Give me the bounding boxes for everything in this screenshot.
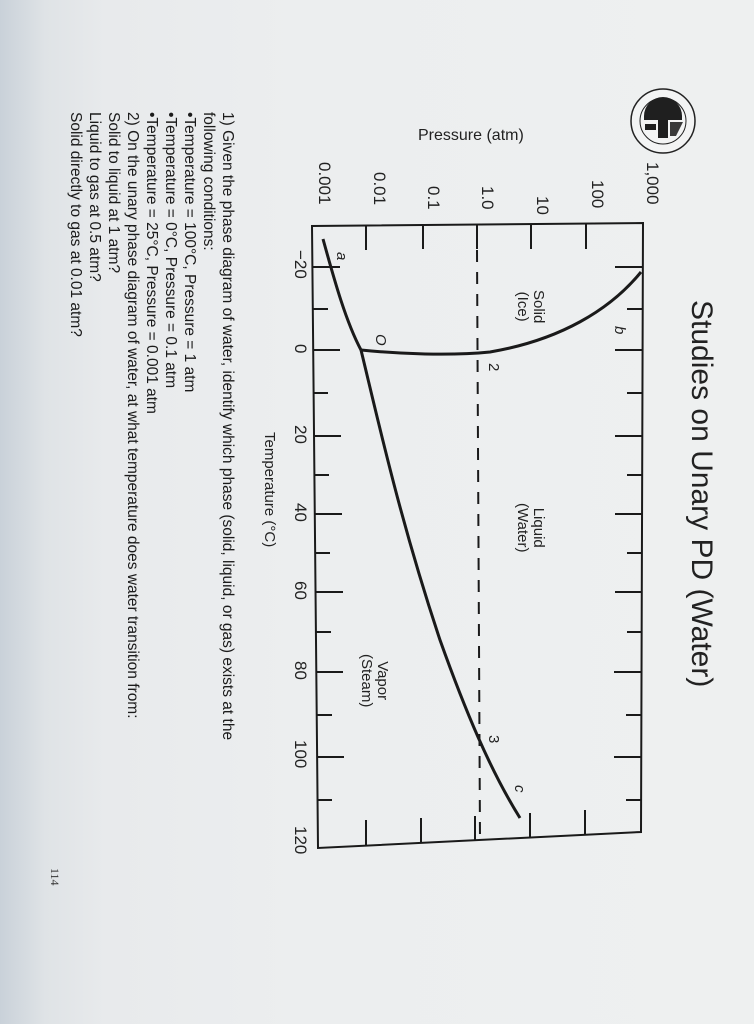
y-tick-label: 1.0 bbox=[478, 186, 497, 210]
x-tick-label: 0 bbox=[291, 344, 310, 354]
region-label-vapor: Vapor (Steam) bbox=[358, 654, 391, 708]
question-2-line1: 2) On the unary phase diagram of water, … bbox=[124, 112, 141, 719]
x-tick-label: −20 bbox=[291, 250, 310, 279]
region-solid-line1: Solid bbox=[530, 290, 547, 324]
annotation-point-3: 3 bbox=[485, 735, 502, 744]
region-label-solid: Solid (Ice) bbox=[514, 290, 547, 324]
region-label-liquid: Liquid (Water) bbox=[514, 503, 547, 553]
annotation-b: b bbox=[611, 326, 628, 335]
x-axis-label: Temperature (°C) bbox=[261, 432, 278, 548]
annotation-a: a bbox=[333, 252, 350, 261]
y-tick-label: 0.1 bbox=[424, 186, 443, 210]
region-vapor-line1: Vapor bbox=[374, 661, 391, 701]
x-tick-label: 40 bbox=[291, 503, 310, 522]
annotation-c: c bbox=[511, 785, 528, 793]
question-1-condition-b: •Temperature = 0°C, Pressure = 0.1 atm bbox=[162, 112, 179, 389]
x-tick-label: 80 bbox=[291, 661, 310, 680]
y-axis-label: Pressure (atm) bbox=[418, 127, 524, 144]
question-1-line2: following conditions: bbox=[200, 112, 217, 251]
y-tick-label: 100 bbox=[588, 180, 607, 209]
y-tick-label: 0.01 bbox=[370, 172, 389, 206]
x-tick-label: 20 bbox=[291, 425, 310, 444]
university-seal-icon bbox=[628, 86, 698, 156]
y-tick-label: 10 bbox=[533, 196, 552, 215]
y-tick-label: 0.001 bbox=[315, 162, 334, 205]
x-tick-label: 60 bbox=[291, 581, 310, 600]
region-vapor-line2: (Steam) bbox=[358, 654, 375, 708]
region-solid-line2: (Ice) bbox=[514, 291, 531, 322]
region-liquid-line1: Liquid bbox=[530, 507, 547, 548]
x-tick-label: 120 bbox=[291, 826, 310, 855]
y-tick-label: 1,000 bbox=[643, 162, 662, 205]
question-2-part-b: Liquid to gas at 0.5 atm? bbox=[86, 112, 103, 282]
x-tick-label: 100 bbox=[291, 740, 310, 769]
questions-block: 1) Given the phase diagram of water, ide… bbox=[66, 112, 237, 740]
annotation-point-2: 2 bbox=[485, 363, 502, 372]
question-1-condition-c: •Temperature = 25°C, Pressure = 0.001 at… bbox=[143, 112, 160, 414]
region-liquid-line2: (Water) bbox=[514, 503, 531, 553]
question-2-part-c: Solid directly to gas at 0.01 atm? bbox=[67, 112, 84, 337]
question-2-part-a: Solid to liquid at 1 atm? bbox=[105, 112, 122, 274]
question-1-line1: 1) Given the phase diagram of water, ide… bbox=[219, 112, 236, 741]
one-atm-reference-line bbox=[476, 249, 481, 841]
question-1-condition-a: •Temperature = 100°C, Pressure = 1 atm bbox=[181, 112, 198, 393]
annotation-triple-point-O: O bbox=[372, 334, 389, 346]
page-number: 114 bbox=[48, 868, 62, 886]
